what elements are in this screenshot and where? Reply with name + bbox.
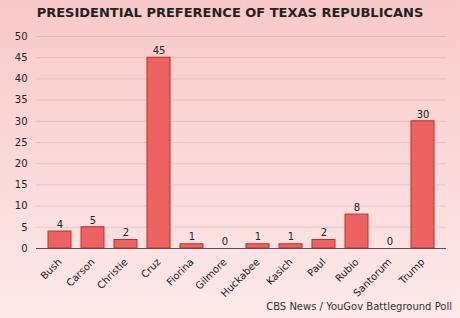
svg-text:35: 35 <box>15 94 28 105</box>
svg-text:8: 8 <box>354 202 360 213</box>
svg-text:1: 1 <box>288 231 294 242</box>
svg-text:1: 1 <box>255 231 261 242</box>
svg-text:Christie: Christie <box>95 256 130 291</box>
svg-text:2: 2 <box>123 227 129 238</box>
svg-text:40: 40 <box>15 73 28 84</box>
svg-text:Cruz: Cruz <box>139 256 163 280</box>
svg-text:30: 30 <box>15 116 28 127</box>
svg-text:Huckabee: Huckabee <box>219 256 262 299</box>
svg-text:5: 5 <box>21 222 27 233</box>
svg-text:20: 20 <box>15 158 28 169</box>
svg-text:Trump: Trump <box>396 256 427 287</box>
svg-text:Santorum: Santorum <box>351 256 393 298</box>
svg-text:0: 0 <box>21 243 27 254</box>
svg-text:Rubio: Rubio <box>333 256 361 284</box>
svg-text:15: 15 <box>15 179 28 190</box>
svg-text:0: 0 <box>222 236 228 247</box>
svg-text:Paul: Paul <box>305 256 328 279</box>
svg-text:50: 50 <box>15 31 28 42</box>
svg-text:1: 1 <box>189 231 195 242</box>
svg-text:4: 4 <box>57 219 63 230</box>
html-text:PRESIDENTIAL PREFERENCE OF TEX: PRESIDENTIAL PREFERENCE OF TEXAS REPUBLI… <box>36 5 424 20</box>
svg-text:2: 2 <box>321 227 327 238</box>
svg-text:5: 5 <box>90 215 96 226</box>
svg-text:Bush: Bush <box>38 256 63 281</box>
svg-text:45: 45 <box>15 52 28 63</box>
html-text:CBS News / YouGov Battleground: CBS News / YouGov Battleground Poll <box>266 301 452 312</box>
svg-text:Fiorina: Fiorina <box>164 256 195 287</box>
svg-text:10: 10 <box>15 200 28 211</box>
svg-text:0: 0 <box>387 236 393 247</box>
svg-text:Gilmore: Gilmore <box>193 256 229 292</box>
svg-text:30: 30 <box>417 109 430 120</box>
svg-text:45: 45 <box>153 45 166 56</box>
svg-text:Carson: Carson <box>64 256 96 288</box>
svg-text:25: 25 <box>15 137 28 148</box>
svg-text:Kasich: Kasich <box>264 256 295 287</box>
